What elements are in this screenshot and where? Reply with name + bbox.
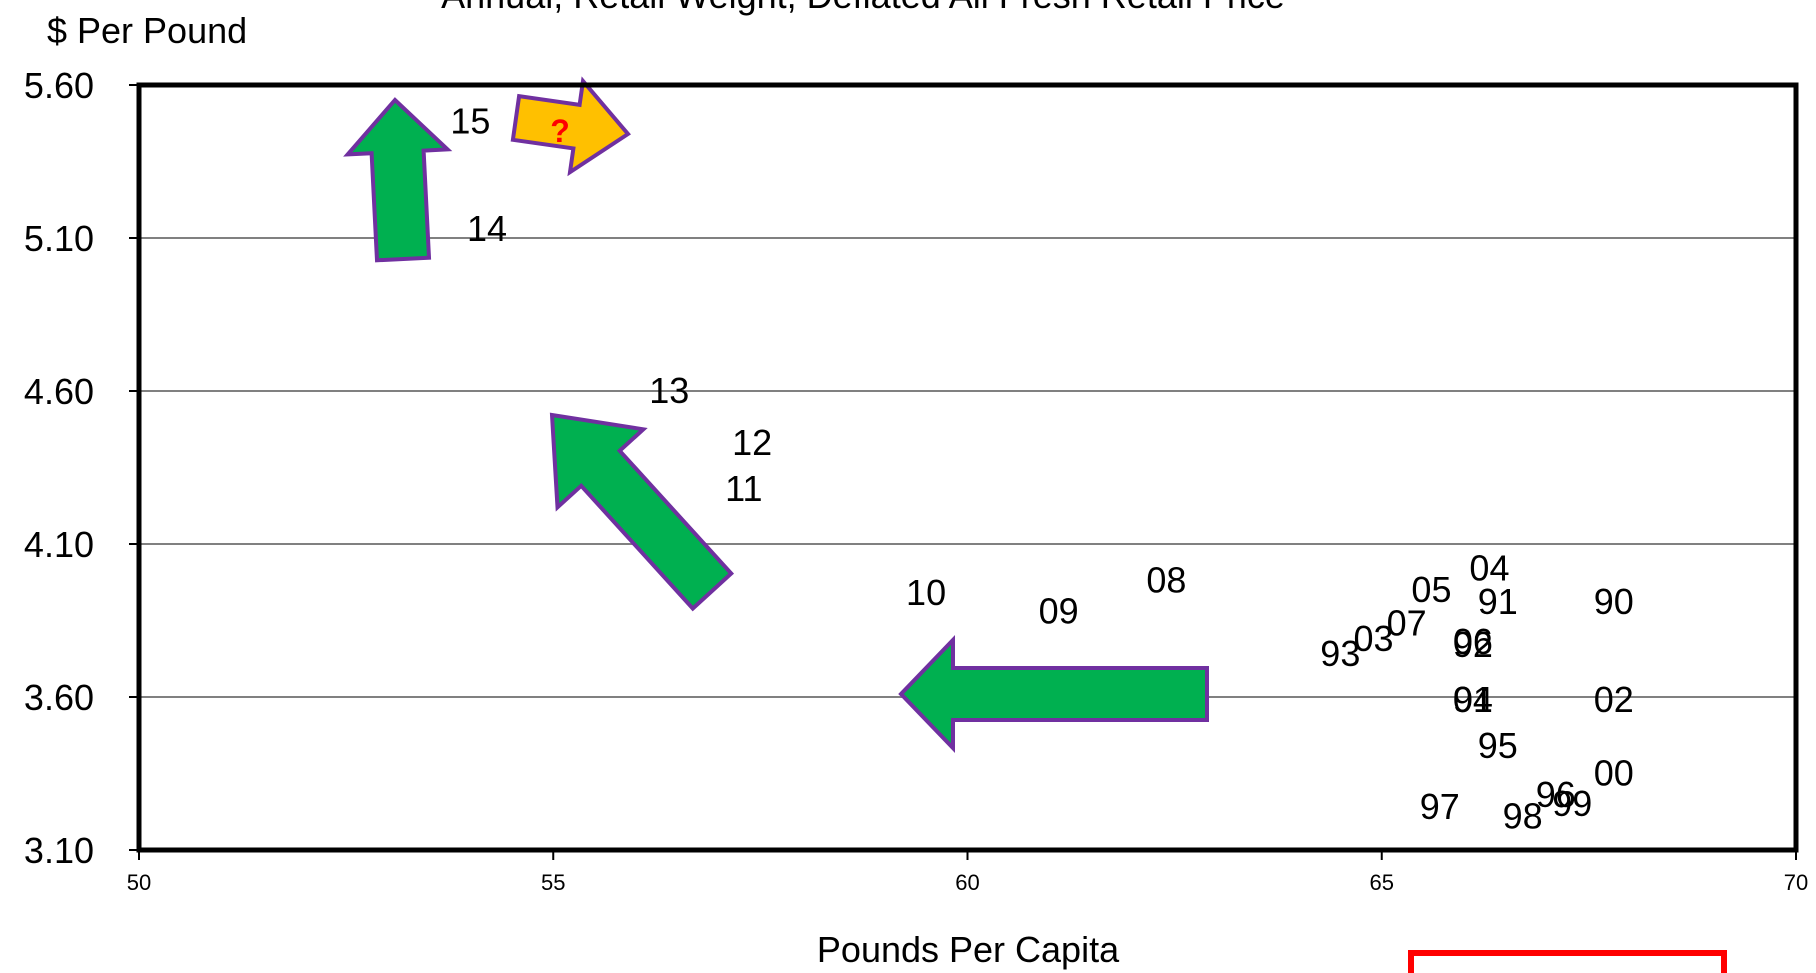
arrow-left-icon	[898, 635, 1209, 753]
x-tick-label: 55	[541, 870, 565, 895]
chart-title: Annual, Retail Weight, Deflated All Fres…	[441, 0, 1285, 16]
data-point-05: 05	[1411, 569, 1451, 610]
data-point-04: 04	[1469, 547, 1509, 588]
grid-lines	[129, 84, 1797, 860]
x-tick-label: 50	[127, 870, 151, 895]
data-point-97: 97	[1420, 786, 1460, 827]
data-point-01: 01	[1453, 679, 1493, 720]
data-point-96: 96	[1536, 774, 1576, 815]
data-point-92: 92	[1453, 624, 1493, 665]
arrow-up-right-icon	[510, 76, 631, 177]
data-point-13: 13	[649, 370, 689, 411]
data-point-03: 03	[1353, 618, 1393, 659]
data-point-91: 91	[1478, 581, 1518, 622]
question-mark-label: ?	[550, 113, 570, 149]
y-tick-label: 3.10	[24, 830, 94, 871]
data-point-10: 10	[906, 572, 946, 613]
plot-area-border	[136, 82, 1799, 853]
y-tick-labels: 3.10 3.60 4.10 4.60 5.10 5.60	[24, 65, 94, 871]
data-point-15: 15	[450, 101, 490, 142]
x-tick-label: 70	[1784, 870, 1808, 895]
y-tick-label: 4.60	[24, 371, 94, 412]
arrow-up-left-icon	[549, 412, 735, 612]
x-tick-labels: 50 55 60 65 70	[127, 870, 1808, 895]
data-point-00: 00	[1594, 753, 1634, 794]
y-tick-label: 5.60	[24, 65, 94, 106]
data-point-08: 08	[1146, 560, 1186, 601]
y-tick-label: 4.10	[24, 524, 94, 565]
red-callout-box	[1408, 950, 1727, 973]
data-point-07: 07	[1387, 603, 1427, 644]
data-point-90: 90	[1594, 581, 1634, 622]
trend-arrows: ?	[343, 76, 1209, 753]
data-point-14: 14	[467, 208, 507, 249]
x-axis-label: Pounds Per Capita	[817, 929, 1120, 970]
y-axis-label: $ Per Pound	[47, 10, 247, 51]
data-point-12: 12	[732, 422, 772, 463]
data-point-09: 09	[1039, 590, 1079, 631]
x-tick-label: 60	[955, 870, 979, 895]
data-point-99: 99	[1552, 783, 1592, 824]
data-point-93: 93	[1320, 633, 1360, 674]
data-point-98: 98	[1503, 795, 1543, 836]
y-tick-label: 5.10	[24, 218, 94, 259]
data-point-06: 06	[1453, 621, 1493, 662]
x-tick-label: 65	[1370, 870, 1394, 895]
data-point-11: 11	[725, 468, 762, 509]
data-point-02: 02	[1594, 679, 1634, 720]
data-point-94: 94	[1453, 679, 1493, 720]
data-point-95: 95	[1478, 725, 1518, 766]
y-tick-label: 3.60	[24, 677, 94, 718]
arrow-up-icon	[343, 97, 453, 263]
